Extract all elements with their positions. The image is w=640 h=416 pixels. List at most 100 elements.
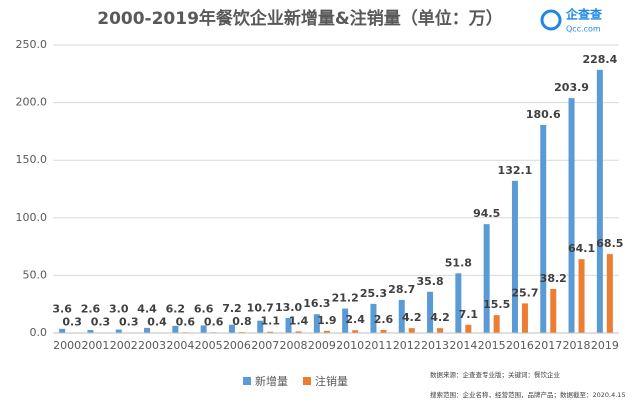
data-label: 68.5 <box>596 237 623 250</box>
data-label: 0.6 <box>176 315 196 328</box>
bar <box>427 291 434 333</box>
bar <box>144 327 151 333</box>
y-tick-label: 50.0 <box>23 268 48 281</box>
data-label: 25.7 <box>511 286 538 299</box>
legend-swatch <box>303 377 311 385</box>
data-label: 0.4 <box>147 316 167 329</box>
x-tick-label: 2016 <box>506 339 534 352</box>
source-note: 数据来源：企查查专业版；关键词：餐饮企业 <box>430 370 561 379</box>
data-label: 10.7 <box>247 302 274 315</box>
data-label: 2.6 <box>374 313 394 326</box>
y-tick-label: 150.0 <box>16 153 48 166</box>
bar <box>465 324 472 333</box>
data-label: 228.4 <box>582 53 617 66</box>
data-label: 132.1 <box>498 164 533 177</box>
bar <box>200 325 207 333</box>
bar <box>323 330 330 333</box>
data-label: 1.4 <box>289 314 309 327</box>
y-tick-label: 0.0 <box>30 326 48 339</box>
data-label: 4.2 <box>430 311 450 324</box>
data-label: 1.1 <box>261 315 281 328</box>
x-tick-label: 2018 <box>563 339 591 352</box>
bar <box>172 325 179 333</box>
bar <box>483 224 490 333</box>
data-label: 25.3 <box>360 287 387 300</box>
bar <box>606 254 613 333</box>
data-label: 7.2 <box>222 302 242 315</box>
bar <box>370 303 377 333</box>
x-tick-label: 2011 <box>364 339 392 352</box>
chart-title: 2000-2019年餐饮企业新增量&注销量（单位：万） <box>97 8 503 29</box>
bar <box>285 318 292 333</box>
bar <box>493 315 500 333</box>
bar <box>342 308 349 333</box>
x-tick-label: 2005 <box>195 339 223 352</box>
bar <box>228 324 235 333</box>
bar <box>313 314 320 333</box>
x-tick-label: 2007 <box>251 339 279 352</box>
bar <box>115 329 122 333</box>
data-label: 0.3 <box>91 316 111 329</box>
data-label: 203.9 <box>554 81 589 94</box>
bar <box>568 98 575 333</box>
data-label: 6.2 <box>166 302 186 315</box>
data-label: 0.8 <box>232 315 252 328</box>
data-label: 51.8 <box>445 256 472 269</box>
logo-name: 企查查 <box>565 7 603 22</box>
x-tick-label: 2013 <box>421 339 449 352</box>
x-tick-label: 2001 <box>81 339 109 352</box>
x-tick-label: 2006 <box>223 339 251 352</box>
data-label: 0.3 <box>62 316 82 329</box>
bar <box>295 331 302 333</box>
data-label: 7.1 <box>459 308 479 321</box>
x-tick-label: 2010 <box>336 339 364 352</box>
bar <box>540 124 547 334</box>
x-tick-label: 2003 <box>138 339 166 352</box>
data-label: 13.0 <box>275 301 302 314</box>
bar <box>380 330 387 333</box>
x-tick-label: 2002 <box>110 339 138 352</box>
data-label: 3.6 <box>52 303 72 316</box>
data-label: 16.3 <box>303 297 330 310</box>
x-tick-label: 2015 <box>478 339 506 352</box>
bar <box>398 299 405 333</box>
data-label: 4.4 <box>137 303 157 316</box>
logo: 企查查 Qcc.com <box>540 7 603 34</box>
bar <box>59 328 66 333</box>
data-label: 21.2 <box>332 292 359 305</box>
bar <box>257 320 264 333</box>
x-tick-label: 2012 <box>393 339 421 352</box>
data-label: 180.6 <box>526 108 561 121</box>
data-label: 2.4 <box>345 313 365 326</box>
data-label: 15.5 <box>483 298 510 311</box>
bar <box>455 273 462 333</box>
source-note: 搜索范围：企业名称，经营范围，品牌产品；数据截至：2020.4.15 <box>430 390 626 399</box>
bar <box>352 330 359 333</box>
data-label: 3.0 <box>109 303 129 316</box>
y-tick-label: 250.0 <box>16 38 48 51</box>
data-label: 0.6 <box>204 315 224 328</box>
x-tick-label: 2017 <box>534 339 562 352</box>
data-label: 1.9 <box>317 314 337 327</box>
data-label: 35.8 <box>416 275 443 288</box>
data-label: 64.1 <box>568 242 595 255</box>
bar <box>87 330 94 333</box>
bar <box>437 328 444 333</box>
data-label: 94.5 <box>473 207 500 220</box>
x-tick-label: 2014 <box>449 339 477 352</box>
x-tick-label: 2008 <box>280 339 308 352</box>
data-label: 0.3 <box>119 316 139 329</box>
data-label: 4.2 <box>402 311 422 324</box>
legend-swatch <box>243 377 251 385</box>
data-label: 38.2 <box>540 272 567 285</box>
x-tick-label: 2000 <box>53 339 81 352</box>
data-label: 28.7 <box>388 283 415 296</box>
bar <box>550 288 557 333</box>
data-label: 2.6 <box>81 303 101 316</box>
x-tick-label: 2004 <box>166 339 194 352</box>
y-tick-label: 100.0 <box>16 211 48 224</box>
bar <box>521 303 528 333</box>
legend-label: 注销量 <box>315 374 348 388</box>
bar <box>267 331 274 333</box>
